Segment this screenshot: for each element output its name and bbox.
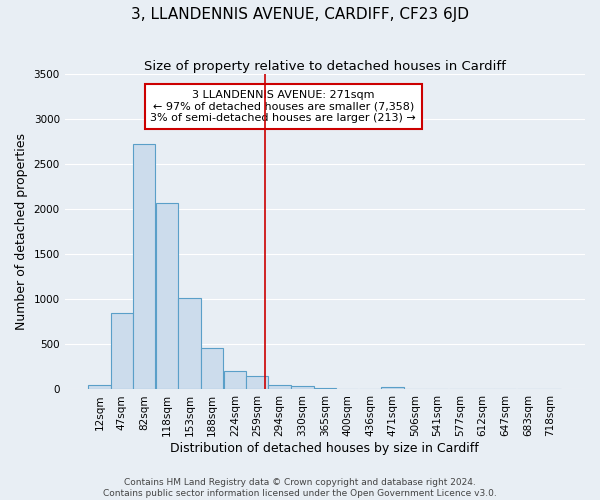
Bar — [314, 388, 336, 390]
Text: Contains HM Land Registry data © Crown copyright and database right 2024.
Contai: Contains HM Land Registry data © Crown c… — [103, 478, 497, 498]
Y-axis label: Number of detached properties: Number of detached properties — [15, 134, 28, 330]
Bar — [110, 313, 133, 390]
X-axis label: Distribution of detached houses by size in Cardiff: Distribution of detached houses by size … — [170, 442, 479, 455]
Bar — [246, 376, 268, 390]
Bar — [88, 384, 110, 390]
Text: 3 LLANDENNIS AVENUE: 271sqm
← 97% of detached houses are smaller (7,358)
3% of s: 3 LLANDENNIS AVENUE: 271sqm ← 97% of det… — [151, 90, 416, 123]
Bar — [336, 388, 358, 390]
Bar — [133, 144, 155, 390]
Bar — [200, 348, 223, 390]
Title: Size of property relative to detached houses in Cardiff: Size of property relative to detached ho… — [144, 60, 506, 73]
Text: 3, LLANDENNIS AVENUE, CARDIFF, CF23 6JD: 3, LLANDENNIS AVENUE, CARDIFF, CF23 6JD — [131, 8, 469, 22]
Bar — [224, 370, 246, 390]
Bar — [292, 386, 314, 390]
Bar — [178, 298, 200, 390]
Bar — [156, 203, 178, 390]
Bar — [268, 384, 290, 390]
Bar — [382, 387, 404, 390]
